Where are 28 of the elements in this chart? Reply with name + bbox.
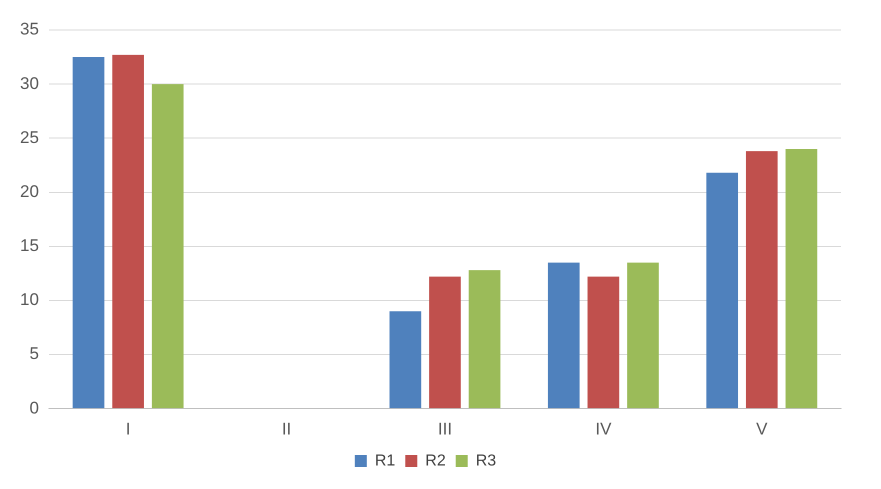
- y-tick-label: 10: [20, 290, 39, 310]
- y-tick-label: 15: [20, 236, 39, 256]
- x-tick-label: I: [126, 419, 130, 438]
- y-tick-label: 35: [20, 20, 39, 39]
- bar: [429, 276, 461, 408]
- legend-label: R1: [374, 452, 396, 470]
- x-tick-label: III: [438, 419, 452, 438]
- y-tick-label: 5: [29, 344, 39, 364]
- y-tick-label: 0: [29, 398, 39, 418]
- x-tick-label: V: [756, 419, 768, 438]
- x-tick-label: II: [282, 419, 292, 438]
- bar: [786, 148, 818, 408]
- bar: [706, 172, 738, 408]
- bar: [112, 54, 144, 408]
- y-tick-label: 25: [20, 128, 39, 147]
- bar: [746, 151, 778, 408]
- bar: [588, 276, 620, 408]
- bar: [72, 57, 104, 408]
- bar: [468, 270, 500, 408]
- x-tick-label: IV: [595, 419, 612, 438]
- y-tick-label: 20: [20, 182, 39, 201]
- bar: [390, 311, 422, 408]
- legend-label: R2: [425, 452, 446, 470]
- bar: [548, 262, 580, 408]
- bar: [627, 262, 659, 408]
- y-tick-label: 30: [20, 74, 39, 93]
- legend-label: R3: [476, 452, 496, 470]
- bar: [152, 84, 184, 408]
